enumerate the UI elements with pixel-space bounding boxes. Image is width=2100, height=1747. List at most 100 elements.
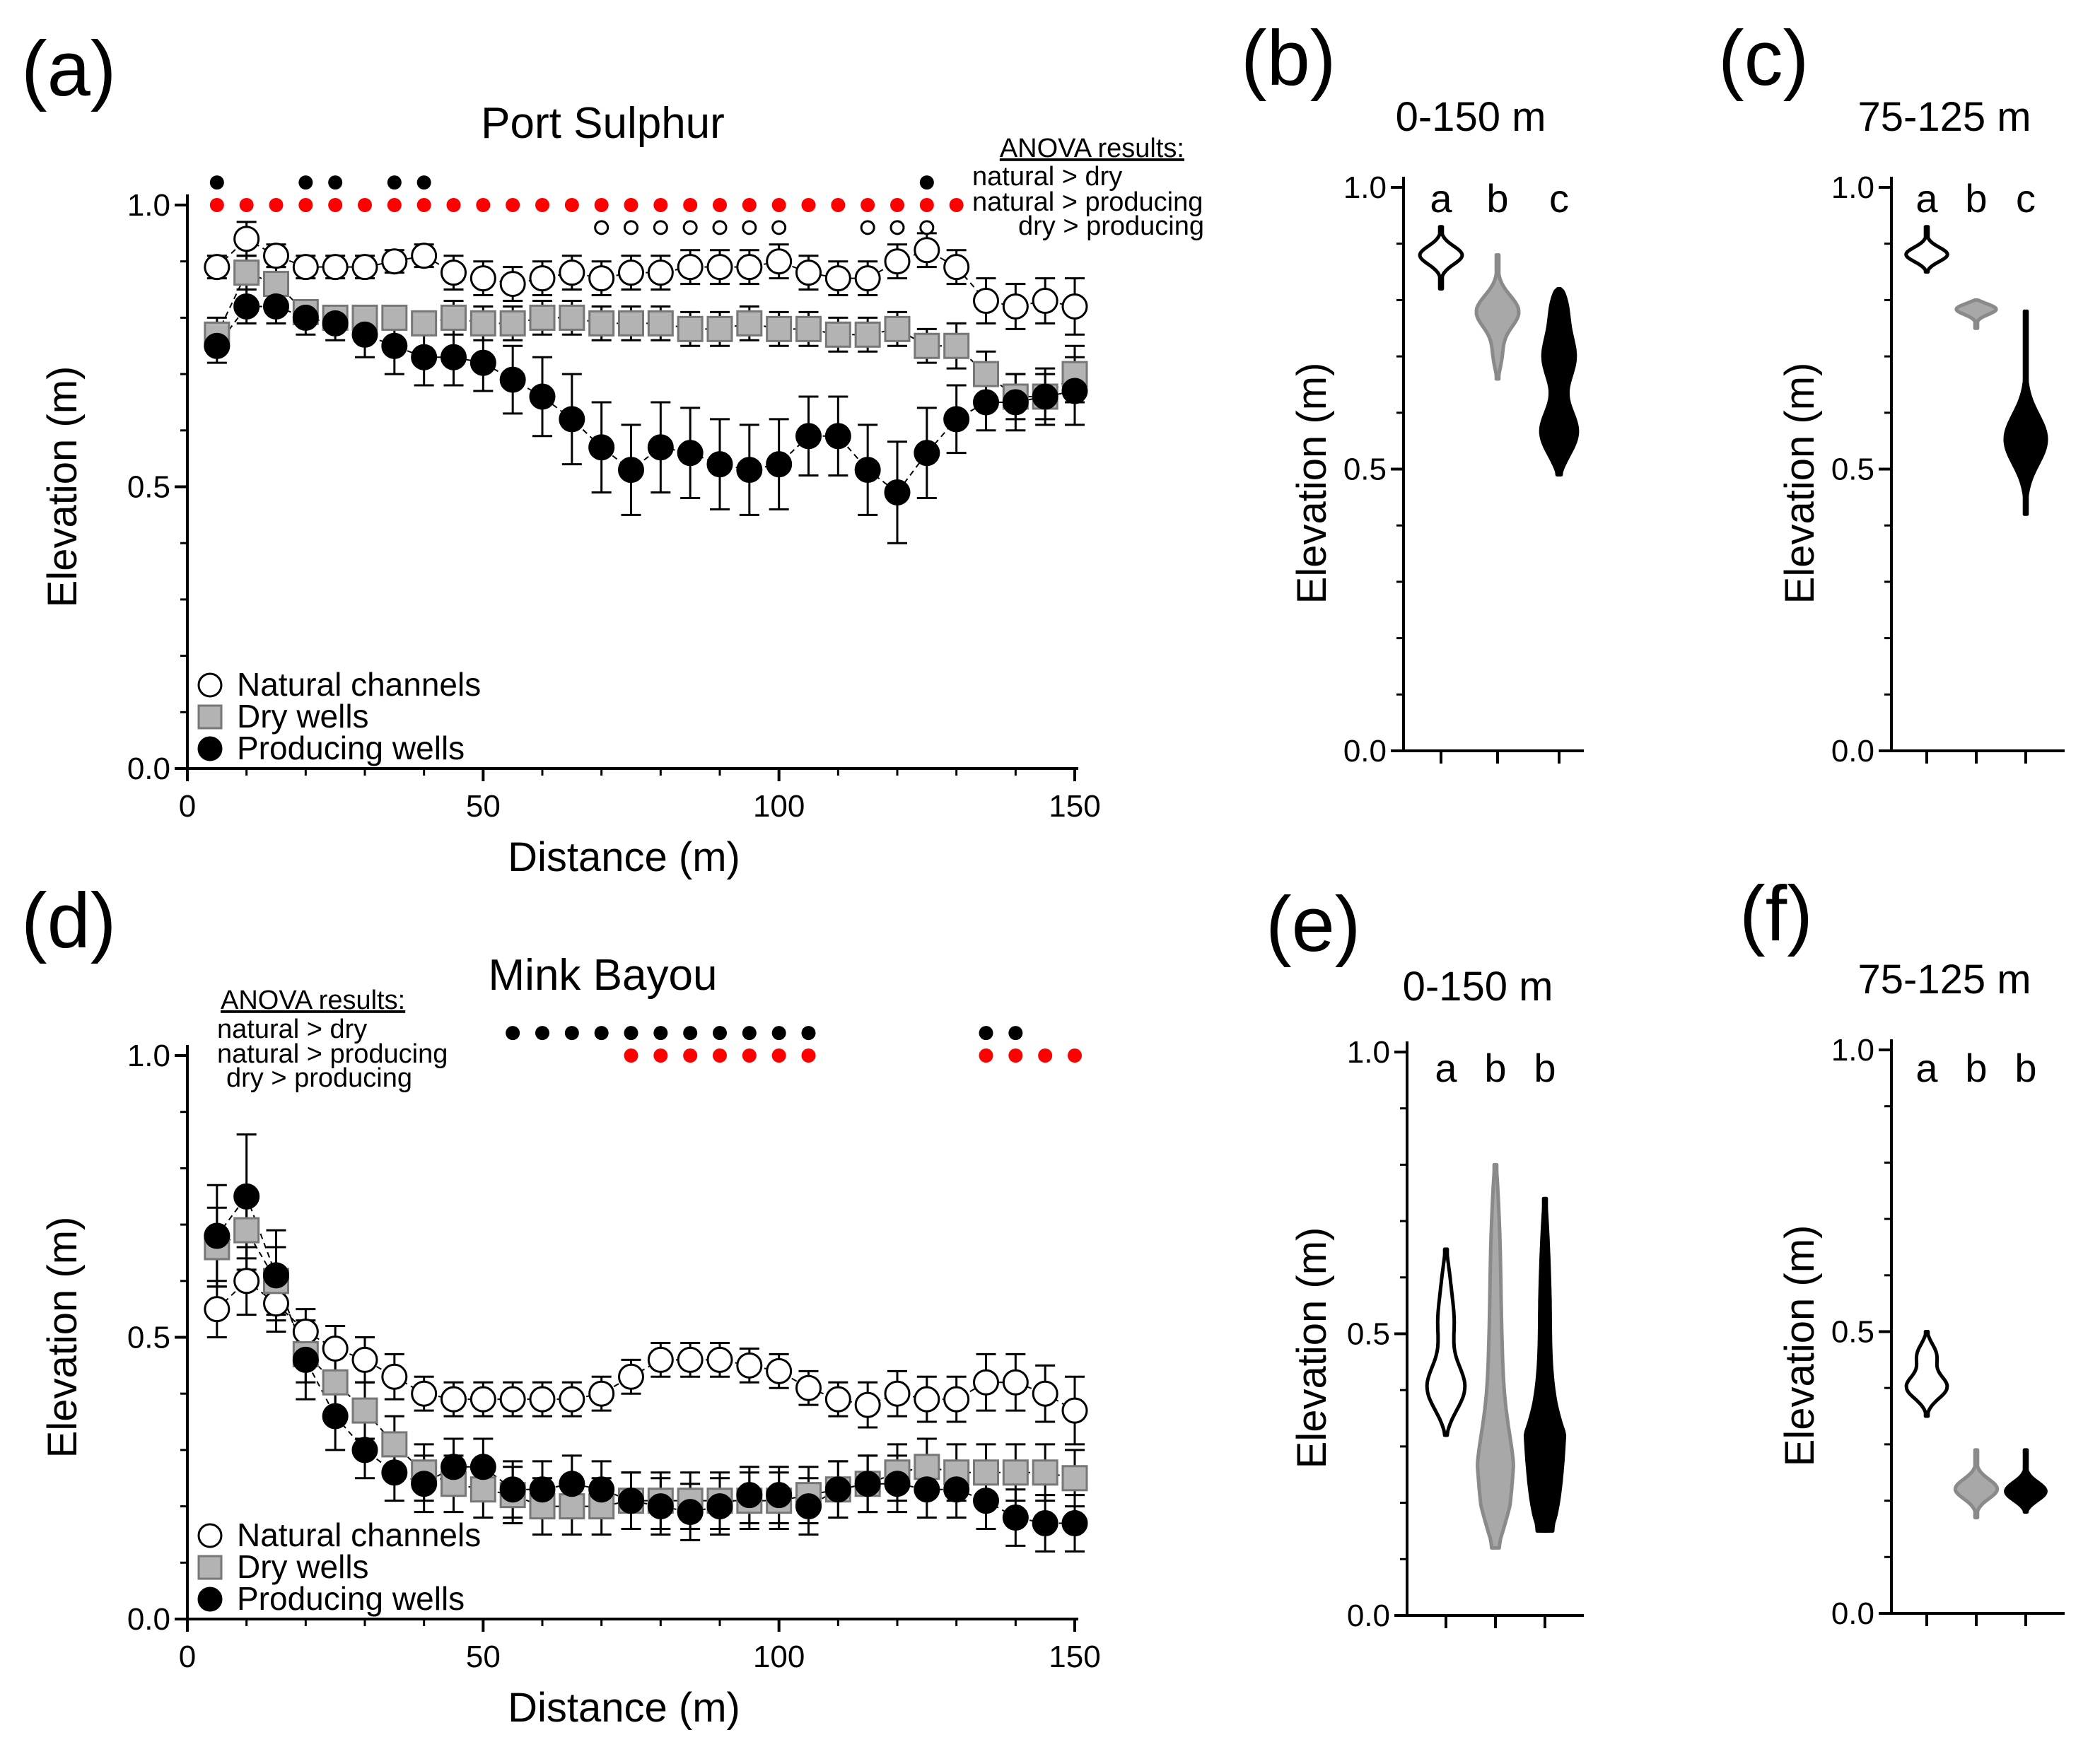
x-axis-label: Distance (m) [508,1685,740,1731]
data-point-natural-channels [647,1346,674,1373]
significance-dot [1068,1048,1082,1063]
significance-dot [1038,1048,1053,1063]
significance-dot [387,175,402,190]
data-point-producing-wells [441,344,467,370]
data-point-dry-wells [677,315,704,342]
anova-line: natural > producing [972,187,1203,217]
significance-dot [682,220,698,235]
data-point-producing-wells [559,406,585,433]
data-point-dry-wells [914,332,940,359]
violin-natural-channels [1904,1330,1949,1418]
data-point-natural-channels [322,254,349,281]
data-point-natural-channels [943,1386,970,1413]
violin-producing-wells [2003,309,2048,516]
significance-dot [239,198,254,212]
data-point-natural-channels [529,1386,556,1413]
legend-label: Natural channels [237,666,481,703]
legend-marker [197,1555,223,1580]
significance-dot [742,1026,757,1041]
data-point-producing-wells [351,1437,378,1463]
data-point-dry-wells [914,1454,940,1480]
significance-dot [979,1026,993,1041]
data-point-producing-wells [204,332,231,359]
panel-label: (e) [1266,881,1360,968]
data-point-producing-wells [706,1493,733,1520]
significance-dot [476,198,491,212]
significance-dot [653,1048,668,1063]
data-point-producing-wells [263,1262,289,1289]
significance-dot [890,198,904,212]
x-tick-label: 150 [1049,789,1100,824]
group-letter: b [1486,176,1508,221]
data-point-natural-channels [204,1296,231,1323]
data-point-natural-channels [233,1268,260,1295]
significance-dot [653,220,668,235]
violin-dry-wells [1953,1448,2000,1520]
data-point-producing-wells [647,1493,674,1520]
significance-dot [771,220,787,235]
legend-marker [197,736,223,761]
data-point-natural-channels [588,1380,615,1407]
group-letter: b [2014,1046,2036,1090]
data-point-natural-channels [529,265,556,292]
y-axis-label: Elevation (m) [40,366,86,608]
x-tick-label: 0 [179,789,196,824]
violin-dry-wells [1954,298,1998,330]
significance-dot [801,1026,816,1041]
anova-title: ANOVA results: [1000,134,1184,163]
data-point-dry-wells [618,310,644,337]
data-point-natural-channels [706,1346,733,1373]
data-point-dry-wells [233,1217,260,1244]
y-tick-label: 0.5 [127,470,170,505]
data-point-dry-wells [973,1459,999,1486]
y-tick-label: 0.0 [1343,734,1387,769]
panel-label: (b) [1241,15,1336,102]
y-axis-label: Elevation (m) [40,1217,86,1459]
violin-natural-channels [1425,1247,1467,1437]
data-point-dry-wells [766,315,793,342]
data-point-natural-channels [411,1380,438,1407]
data-point-producing-wells [351,321,378,348]
data-point-producing-wells [1061,1510,1088,1537]
anova-title: ANOVA results: [221,986,405,1015]
chart-title: 0-150 m [1396,94,1546,140]
data-point-natural-channels [824,265,851,292]
y-tick-label: 0.5 [1831,452,1874,487]
data-point-natural-channels [1061,293,1088,320]
data-point-natural-channels [854,1391,881,1418]
legend-marker [197,704,223,730]
significance-dot [712,220,728,235]
y-axis-label: Elevation (m) [1777,1225,1823,1467]
data-point-natural-channels [204,254,231,281]
data-point-producing-wells [529,383,556,410]
data-point-producing-wells [411,1471,438,1497]
data-point-natural-channels [292,1319,319,1345]
data-point-natural-channels [824,1386,851,1413]
significance-dot [742,220,757,235]
data-point-producing-wells [1032,1510,1058,1537]
data-point-natural-channels [706,254,733,281]
data-point-producing-wells [854,457,881,484]
significance-dot [889,220,905,235]
y-tick-label: 1.0 [1831,1033,1874,1068]
significance-dot [771,1048,786,1063]
data-point-producing-wells [499,1476,526,1503]
y-tick-label: 0.5 [127,1321,170,1355]
significance-dot [861,198,875,212]
significance-dot [624,198,638,212]
chart-title: 75-125 m [1857,957,2031,1003]
significance-dot [683,1048,698,1063]
data-point-producing-wells [441,1454,467,1480]
data-point-natural-channels [647,259,674,286]
data-point-dry-wells [647,310,674,337]
data-point-producing-wells [1061,378,1088,404]
significance-dot [1008,1026,1023,1041]
data-point-natural-channels [1002,1369,1029,1396]
data-point-natural-channels [618,259,644,286]
data-point-natural-channels [381,1363,408,1390]
data-point-dry-wells [529,304,556,331]
data-point-producing-wells [736,457,763,484]
significance-dot [535,1026,549,1041]
data-point-producing-wells [943,1476,970,1503]
data-point-natural-channels [411,243,438,269]
